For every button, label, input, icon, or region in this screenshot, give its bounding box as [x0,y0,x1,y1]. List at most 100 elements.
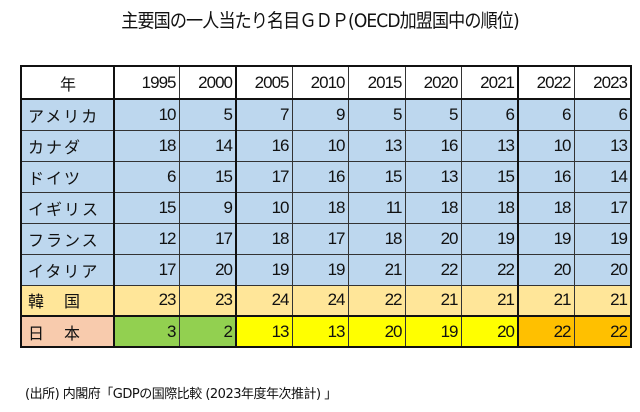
table-row: カナダ 18 14 16 10 13 16 13 10 13 [20,129,632,162]
rank-cell: 18 [404,191,462,224]
rank-cell: 5 [178,98,237,131]
rank-cell: 23 [113,284,180,317]
rank-cell: 21 [347,253,406,286]
rank-cell: 21 [460,284,519,317]
rank-cell: 13 [404,160,462,193]
country-label: イタリア [20,253,115,286]
rank-cell: 6 [573,98,632,131]
rank-cell: 21 [404,284,462,317]
rank-cell: 15 [113,191,180,224]
rank-cell: 19 [517,222,575,255]
rank-cell: 14 [178,129,237,162]
year-column-header: 1995 [113,65,180,100]
rank-cell: 16 [517,160,575,193]
rank-cell: 20 [178,253,237,286]
rank-cell: 16 [235,129,293,162]
rank-cell: 18 [347,222,406,255]
gdp-ranking-table: 年 1995 2000 2005 2010 2015 2020 2021 2022 2023 アメリ… [20,65,632,348]
rank-cell: 17 [291,222,349,255]
rank-cell: 18 [517,191,575,224]
rank-cell: 17 [573,191,632,224]
rank-cell: 12 [113,222,180,255]
table-row: イタリア 17 20 19 19 21 22 22 20 20 [20,253,632,286]
rank-cell: 17 [178,222,237,255]
rank-cell: 9 [291,98,349,131]
rank-cell: 19 [460,222,519,255]
rank-cell: 13 [347,129,406,162]
year-column-header: 2020 [404,65,462,100]
rank-cell: 15 [178,160,237,193]
year-column-header: 2023 [573,65,632,100]
rank-cell: 18 [460,191,519,224]
rank-cell: 22 [347,284,406,317]
rank-cell: 14 [573,160,632,193]
rank-cell: 19 [235,253,293,286]
rank-cell: 20 [517,253,575,286]
rank-cell: 18 [113,129,180,162]
table-row: フランス 12 17 18 17 18 20 19 19 19 [20,222,632,255]
country-label: 日 本 [20,315,115,348]
year-column-header: 2000 [178,65,237,100]
table-row: イギリス 15 9 10 18 11 18 18 18 17 [20,191,632,224]
rank-cell: 19 [573,222,632,255]
rank-cell: 19 [404,315,462,348]
rank-cell: 22 [404,253,462,286]
rank-cell: 13 [460,129,519,162]
table-row: 日 本 3 2 13 13 20 19 20 22 22 [20,315,632,348]
rank-cell: 6 [460,98,519,131]
rank-cell: 10 [291,129,349,162]
rank-cell: 7 [235,98,293,131]
year-column-header: 2021 [460,65,519,100]
page-title: 主要国の一人当たり名目ＧＤＰ(OECD加盟国中の順位) [121,10,519,32]
rank-cell: 10 [113,98,180,131]
rank-cell: 16 [291,160,349,193]
rank-cell: 10 [235,191,293,224]
rank-cell: 15 [460,160,519,193]
rank-cell: 10 [517,129,575,162]
rank-cell: 21 [517,284,575,317]
rank-cell: 6 [517,98,575,131]
rank-cell: 17 [235,160,293,193]
rank-cell: 18 [235,222,293,255]
year-column-header: 2005 [235,65,293,100]
source-note: (出所) 内閣府「GDPの国際比較 (2023年度年次推計) 」 [25,387,337,402]
country-label: 韓 国 [20,284,115,317]
rank-cell: 23 [178,284,237,317]
rank-cell: 5 [347,98,406,131]
rank-cell: 24 [235,284,293,317]
rank-cell: 20 [404,222,462,255]
rank-cell: 22 [460,253,519,286]
rank-cell: 9 [178,191,237,224]
rank-cell: 19 [291,253,349,286]
rank-cell: 13 [235,315,293,348]
rank-cell: 21 [573,284,632,317]
rank-cell: 22 [573,315,632,348]
table-row: ドイツ 6 15 17 16 15 13 15 16 14 [20,160,632,193]
table-row: アメリカ 10 5 7 9 5 5 6 6 6 [20,98,632,131]
rank-cell: 16 [404,129,462,162]
country-label: フランス [20,222,115,255]
year-column-header: 2022 [517,65,575,100]
rank-cell: 2 [178,315,237,348]
rank-cell: 20 [347,315,406,348]
rank-cell: 17 [113,253,180,286]
year-column-header: 2015 [347,65,406,100]
rank-cell: 6 [113,160,180,193]
rank-cell: 13 [573,129,632,162]
rank-cell: 20 [460,315,519,348]
country-label: アメリカ [20,98,115,131]
rank-cell: 22 [517,315,575,348]
rank-cell: 11 [347,191,406,224]
rank-cell: 5 [404,98,462,131]
country-label: イギリス [20,191,115,224]
rank-cell: 15 [347,160,406,193]
rank-cell: 20 [573,253,632,286]
table-row: 韓 国 23 23 24 24 22 21 21 21 21 [20,284,632,317]
country-label: ドイツ [20,160,115,193]
rank-cell: 18 [291,191,349,224]
rank-cell: 13 [291,315,349,348]
rank-cell: 24 [291,284,349,317]
year-column-header: 2010 [291,65,349,100]
rank-cell: 3 [113,315,180,348]
country-label: カナダ [20,129,115,162]
